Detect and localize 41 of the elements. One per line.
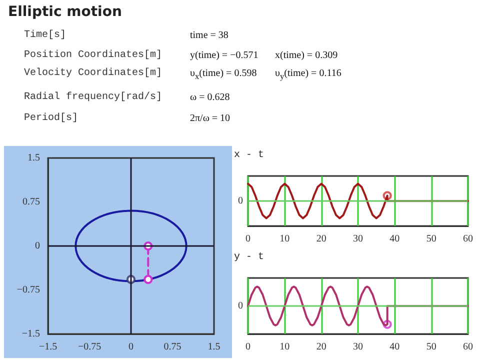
x-tick-label: 0 (246, 342, 250, 352)
text: ω = 0.628 (190, 92, 230, 103)
x-tick-label: 0.75 (164, 342, 182, 352)
text: x(time) = 0.309 (275, 50, 338, 61)
text: Period[s] (24, 113, 78, 124)
ref-line-label: 0 (238, 196, 243, 206)
x-tick-label: 50 (426, 342, 436, 352)
x-tick-label: 60 (463, 234, 473, 244)
text: υ$_{x}$(time) = 0.598 (190, 68, 257, 81)
y-tick-label: −1.5 (22, 328, 40, 340)
x-tick-label: 1.5 (208, 342, 220, 352)
x-tick-label: 40 (390, 234, 400, 244)
ref-line-label: 0 (238, 300, 243, 312)
text: Position Coordinates[m] (24, 50, 162, 61)
x-tick-label: −1.5 (38, 342, 58, 352)
text: y(time) = −0.571 (190, 50, 258, 61)
x-tick-label: 30 (353, 234, 363, 244)
x-tick-label: 10 (280, 342, 290, 352)
y-tick-label: 1.5 (28, 152, 40, 164)
x-tick-label: 20 (316, 342, 326, 352)
text: υ$_{y}$(time) = 0.116 (275, 68, 342, 81)
text: 2π/ω = 10 (190, 113, 230, 124)
y-tick-label: −0.75 (16, 284, 40, 296)
text: Elliptic motion (8, 4, 122, 20)
chart-title: x - t (234, 150, 264, 161)
x-tick-label: −0.75 (78, 342, 102, 352)
x-tick-label: 40 (390, 342, 400, 352)
text: Time[s] (24, 30, 66, 41)
chart-title: y - t (234, 252, 264, 263)
x-tick-label: 10 (280, 234, 290, 244)
y-tick-label: 0 (35, 240, 40, 252)
x-tick-label: 0 (246, 234, 250, 244)
x-tick-label: 20 (316, 234, 326, 244)
x-tick-label: 60 (463, 342, 473, 352)
x-tick-label: 0 (128, 342, 134, 352)
y-tick-label: 0.75 (22, 196, 40, 208)
text: Radial frequency[rad/s] (24, 92, 162, 103)
x-tick-label: 50 (426, 234, 436, 244)
x-tick-label: 30 (353, 342, 363, 352)
text: time = 38 (190, 30, 228, 41)
text: Velocity Coordinates[m] (24, 68, 162, 79)
